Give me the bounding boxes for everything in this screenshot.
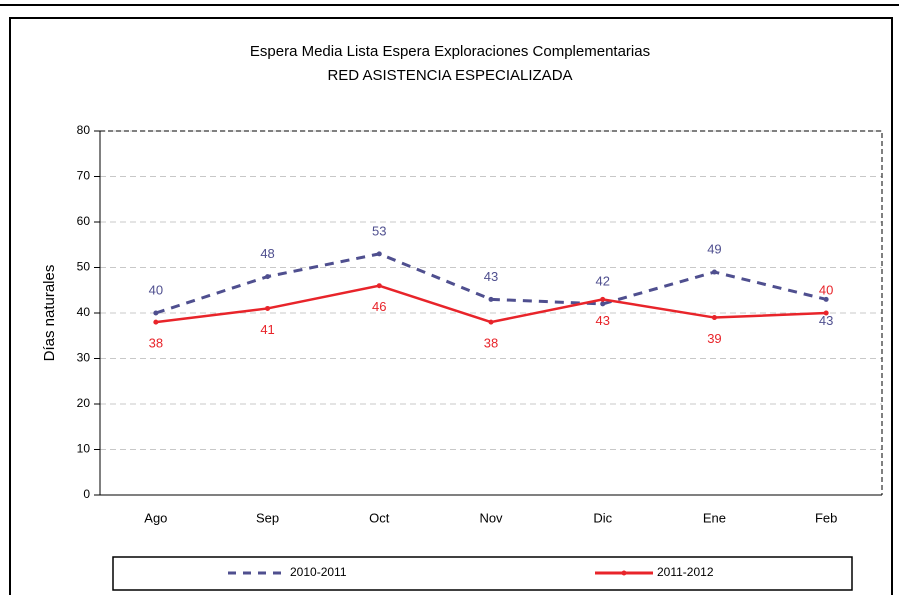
series-point (600, 296, 606, 302)
x-tick-label: Oct (369, 510, 390, 525)
y-tick-label: 70 (77, 169, 91, 183)
series-point (711, 269, 717, 275)
data-label: 43 (819, 313, 833, 328)
x-tick-label: Ago (144, 510, 167, 525)
series-point (823, 296, 829, 302)
series-point (600, 301, 606, 307)
y-tick-label: 50 (77, 260, 91, 274)
series-point (376, 251, 382, 257)
series-point (153, 319, 159, 325)
series-line (155, 284, 827, 324)
data-label: 49 (707, 241, 721, 256)
y-tick-label: 40 (77, 305, 91, 319)
data-label: 40 (149, 282, 163, 297)
x-tick-label: Feb (815, 510, 837, 525)
data-label: 40 (819, 282, 833, 297)
x-tick-label: Nov (479, 510, 503, 525)
chart-subtitle: RED ASISTENCIA ESPECIALIZADA (327, 67, 572, 84)
series-point (265, 305, 271, 311)
y-tick-label: 20 (77, 396, 91, 410)
data-label: 38 (484, 336, 498, 351)
y-tick-label: 60 (77, 214, 91, 228)
series-point (488, 296, 494, 302)
series-point (153, 310, 159, 316)
x-tick-label: Sep (256, 510, 279, 525)
chart-frame (9, 17, 893, 595)
y-tick-label: 30 (77, 351, 91, 365)
legend-label: 2011-2012 (657, 565, 714, 579)
data-label: 38 (149, 336, 163, 351)
y-tick-label: 0 (83, 487, 90, 501)
data-label: 43 (595, 313, 609, 328)
data-label: 46 (372, 299, 386, 314)
series-point (265, 274, 271, 280)
series-point (376, 283, 382, 289)
legend-marker (621, 570, 627, 576)
data-label: 43 (484, 269, 498, 284)
data-label: 41 (260, 322, 274, 337)
data-label: 53 (372, 223, 386, 238)
legend-box (112, 556, 853, 591)
y-tick-label: 10 (77, 442, 91, 456)
series-point (711, 315, 717, 321)
x-tick-label: Dic (593, 510, 612, 525)
series-point (488, 319, 494, 325)
y-tick-label: 80 (77, 123, 91, 137)
x-tick-label: Ene (703, 510, 726, 525)
data-label: 39 (707, 331, 721, 346)
legend-label: 2010-2011 (290, 565, 347, 579)
data-label: 48 (260, 246, 274, 261)
chart-title: Espera Media Lista Espera Exploraciones … (250, 43, 650, 60)
y-axis-label: Días naturales (41, 265, 58, 362)
data-label: 42 (595, 273, 609, 288)
plot-frame (100, 130, 883, 495)
series-point (823, 310, 829, 316)
